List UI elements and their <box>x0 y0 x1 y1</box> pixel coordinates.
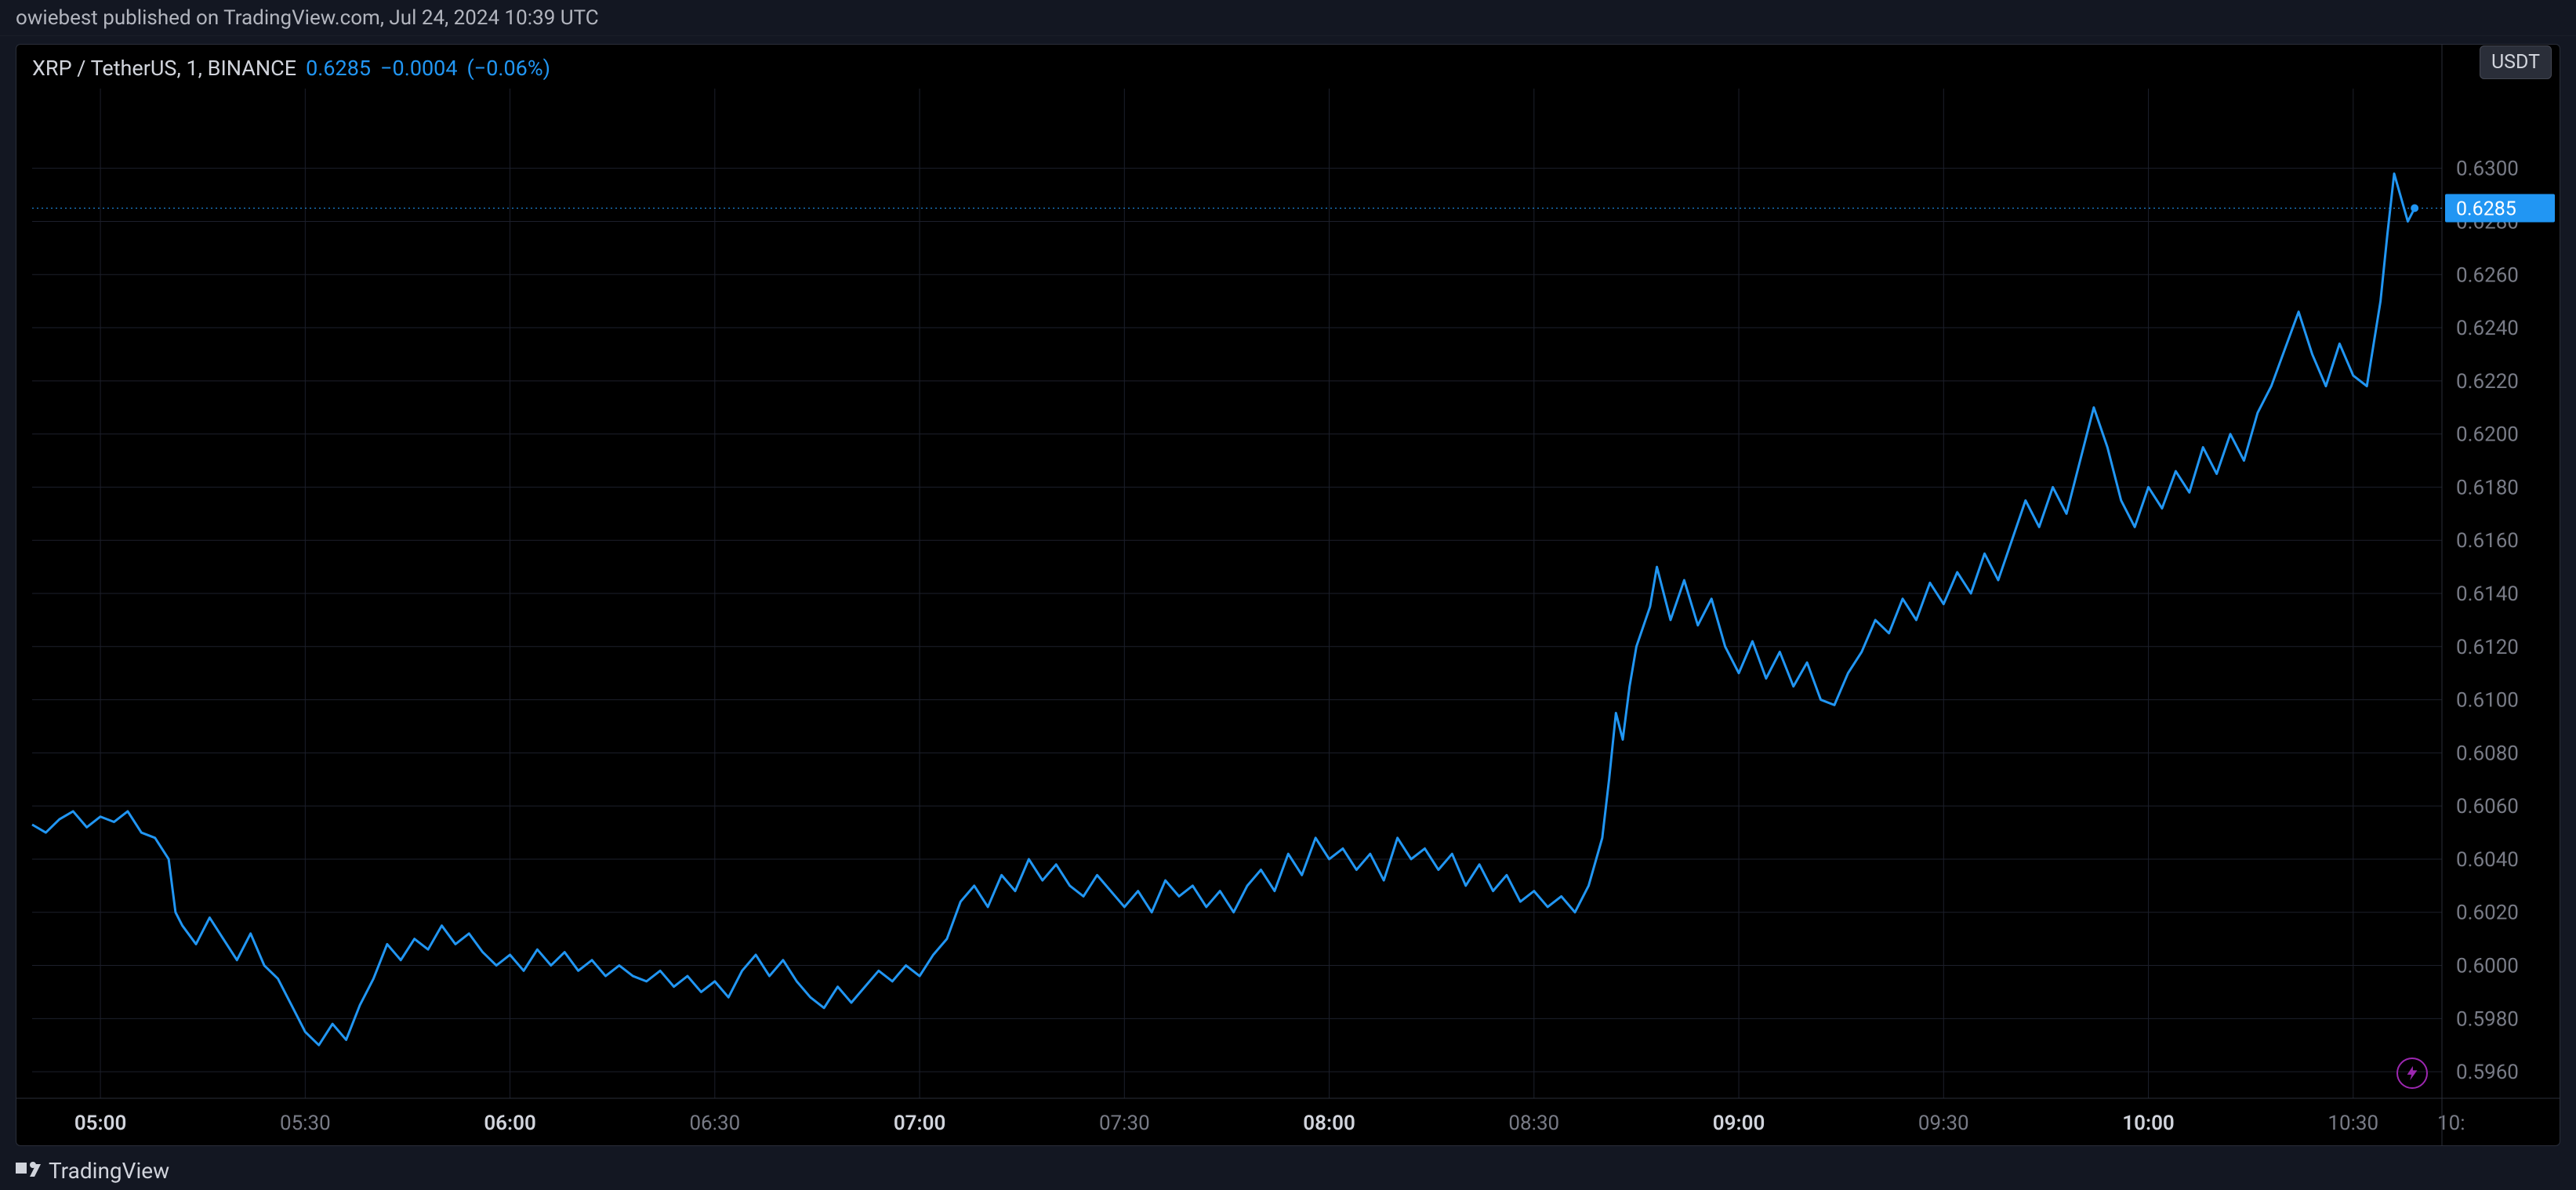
svg-text:09:00: 09:00 <box>1713 1112 1765 1135</box>
svg-text:0.6160: 0.6160 <box>2456 529 2519 553</box>
y-tick: 0.6100 <box>2456 689 2519 713</box>
svg-text:0.6100: 0.6100 <box>2456 689 2519 713</box>
x-tick: 06:00 <box>484 1112 536 1135</box>
publish-text: owiebest published on TradingView.com, J… <box>16 6 599 30</box>
svg-text:08:30: 08:30 <box>1508 1112 1559 1135</box>
currency-badge-wrap: USDT <box>2480 51 2552 74</box>
y-tick: 0.6300 <box>2456 158 2519 181</box>
tradingview-logo-icon <box>16 1158 41 1184</box>
x-tick: 05:30 <box>280 1112 331 1135</box>
svg-text:09:30: 09:30 <box>1918 1112 1969 1135</box>
svg-text:10:30: 10:30 <box>2327 1112 2378 1135</box>
svg-text:0.6060: 0.6060 <box>2456 795 2519 818</box>
price-series <box>32 173 2415 1045</box>
y-tick: 0.6220 <box>2456 370 2519 394</box>
svg-text:0.6040: 0.6040 <box>2456 848 2519 872</box>
svg-text:0.6200: 0.6200 <box>2456 423 2519 447</box>
svg-text:0.5980: 0.5980 <box>2456 1007 2519 1031</box>
svg-text:10:: 10: <box>2437 1112 2465 1135</box>
x-tick: 10:30 <box>2327 1112 2378 1135</box>
y-tick: 0.6140 <box>2456 582 2519 606</box>
price-change-pct: (−0.06%) <box>467 56 551 81</box>
last-price: 0.6285 <box>306 56 371 81</box>
svg-text:05:30: 05:30 <box>280 1112 331 1135</box>
y-tick: 0.6020 <box>2456 902 2519 925</box>
y-tick: 0.6000 <box>2456 955 2519 978</box>
y-tick: 0.6080 <box>2456 742 2519 765</box>
symbol-name: XRP / TetherUS, 1, BINANCE <box>32 56 296 81</box>
price-chart[interactable]: 0.5960 0.5980 0.6000 0.6020 0.6040 0.6060 0.60… <box>16 45 2560 1145</box>
x-tick: 07:30 <box>1099 1112 1150 1135</box>
svg-text:05:00: 05:00 <box>74 1112 127 1135</box>
tradingview-brand: TradingView <box>49 1158 169 1184</box>
y-tick: 0.5980 <box>2456 1007 2519 1031</box>
svg-text:0.6140: 0.6140 <box>2456 582 2519 606</box>
footer: TradingView <box>0 1151 2576 1190</box>
chart-panel[interactable]: XRP / TetherUS, 1, BINANCE 0.6285 −0.000… <box>16 44 2560 1146</box>
svg-text:08:00: 08:00 <box>1303 1112 1355 1135</box>
svg-text:0.6020: 0.6020 <box>2456 902 2519 925</box>
publish-header: owiebest published on TradingView.com, J… <box>0 0 2576 36</box>
svg-text:0.6300: 0.6300 <box>2456 158 2519 181</box>
x-tick: 06:30 <box>689 1112 740 1135</box>
x-tick: 10:00 <box>2122 1112 2175 1135</box>
y-tick: 0.6180 <box>2456 476 2519 499</box>
y-tick: 0.6160 <box>2456 529 2519 553</box>
x-tick: 07:00 <box>894 1112 946 1135</box>
y-tick: 0.6240 <box>2456 317 2519 340</box>
x-tick: 08:30 <box>1508 1112 1559 1135</box>
svg-text:10:00: 10:00 <box>2122 1112 2175 1135</box>
svg-text:0.6240: 0.6240 <box>2456 317 2519 340</box>
svg-text:0.6220: 0.6220 <box>2456 370 2519 394</box>
svg-text:0.6285: 0.6285 <box>2456 198 2516 221</box>
x-tick: 09:00 <box>1713 1112 1765 1135</box>
y-tick: 0.6040 <box>2456 848 2519 872</box>
flash-icon[interactable] <box>2396 1058 2428 1089</box>
svg-text:07:30: 07:30 <box>1099 1112 1150 1135</box>
svg-text:0.5960: 0.5960 <box>2456 1061 2519 1084</box>
x-tick: 09:30 <box>1918 1112 1969 1135</box>
svg-text:06:00: 06:00 <box>484 1112 536 1135</box>
svg-text:0.6180: 0.6180 <box>2456 476 2519 499</box>
y-tick: 0.6060 <box>2456 795 2519 818</box>
svg-text:06:30: 06:30 <box>689 1112 740 1135</box>
y-tick: 0.6260 <box>2456 263 2519 287</box>
symbol-legend[interactable]: XRP / TetherUS, 1, BINANCE 0.6285 −0.000… <box>32 56 550 81</box>
y-tick: 0.6120 <box>2456 636 2519 659</box>
svg-text:0.6260: 0.6260 <box>2456 263 2519 287</box>
currency-badge[interactable]: USDT <box>2480 45 2552 79</box>
svg-text:0.6080: 0.6080 <box>2456 742 2519 765</box>
x-tick: 08:00 <box>1303 1112 1355 1135</box>
x-tick: 05:00 <box>74 1112 127 1135</box>
y-tick: 0.6200 <box>2456 423 2519 447</box>
y-tick: 0.5960 <box>2456 1061 2519 1084</box>
svg-text:0.6120: 0.6120 <box>2456 636 2519 659</box>
svg-text:0.6000: 0.6000 <box>2456 955 2519 978</box>
price-change: −0.0004 <box>380 56 457 81</box>
svg-text:07:00: 07:00 <box>894 1112 946 1135</box>
